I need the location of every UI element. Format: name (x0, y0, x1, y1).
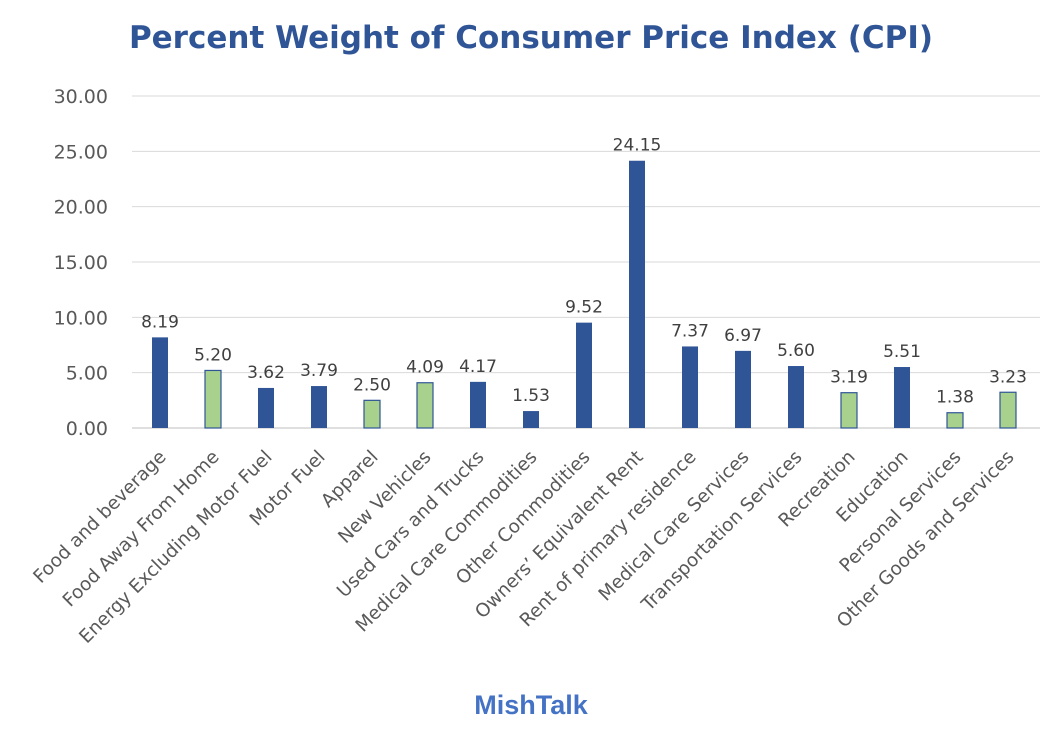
data-label: 4.17 (459, 357, 497, 377)
category-label: New Vehicles (334, 447, 435, 548)
y-tick-label: 15.00 (54, 252, 108, 274)
category-label: Energy Excluding Motor Fuel (75, 447, 276, 648)
bar (999, 391, 1017, 429)
bar (894, 367, 910, 428)
data-label: 8.19 (141, 312, 179, 332)
data-label: 6.97 (724, 326, 762, 346)
bar (416, 382, 434, 429)
mishtalk-watermark: MishTalk (474, 690, 588, 720)
bar (946, 412, 964, 429)
data-labels: 8.19 5.20 3.62 3.79 2.50 4.09 4.17 1.53 9.52 24.1… (141, 136, 1027, 408)
data-label: 3.19 (830, 368, 868, 388)
data-label: 1.53 (512, 386, 550, 406)
chart-title: Percent Weight of Consumer Price Index (… (128, 20, 934, 56)
y-tick-label: 25.00 (54, 141, 108, 163)
bar (576, 322, 592, 428)
y-tick-label: 30.00 (54, 86, 108, 108)
y-tick-label: 5.00 (66, 363, 108, 385)
bar (311, 386, 327, 428)
bar (682, 346, 698, 428)
data-label: 24.15 (613, 136, 662, 156)
data-label: 5.60 (777, 341, 815, 361)
data-label: 7.37 (671, 321, 709, 341)
bar (152, 337, 168, 428)
data-label: 5.51 (883, 342, 921, 362)
data-label: 3.79 (300, 361, 338, 381)
data-label: 3.23 (989, 367, 1027, 387)
bar (363, 399, 381, 429)
bar (523, 411, 539, 428)
data-label: 5.20 (194, 345, 232, 365)
bar (204, 369, 222, 429)
data-label: 3.62 (247, 363, 285, 383)
bar (788, 366, 804, 428)
data-label: 4.09 (406, 358, 444, 378)
bar (470, 381, 486, 428)
y-axis-ticks: 0.00 5.00 10.00 15.00 20.00 25.00 30.00 (54, 86, 108, 440)
bar (629, 160, 645, 429)
data-label: 1.38 (936, 388, 974, 408)
y-tick-label: 20.00 (54, 197, 108, 219)
bar (840, 392, 858, 429)
y-tick-label: 10.00 (54, 307, 108, 329)
bar (735, 350, 751, 428)
bars (152, 160, 1017, 429)
y-tick-label: 0.00 (66, 418, 108, 440)
data-label: 2.50 (353, 375, 391, 395)
data-label: 9.52 (565, 298, 603, 318)
bar (258, 387, 274, 428)
